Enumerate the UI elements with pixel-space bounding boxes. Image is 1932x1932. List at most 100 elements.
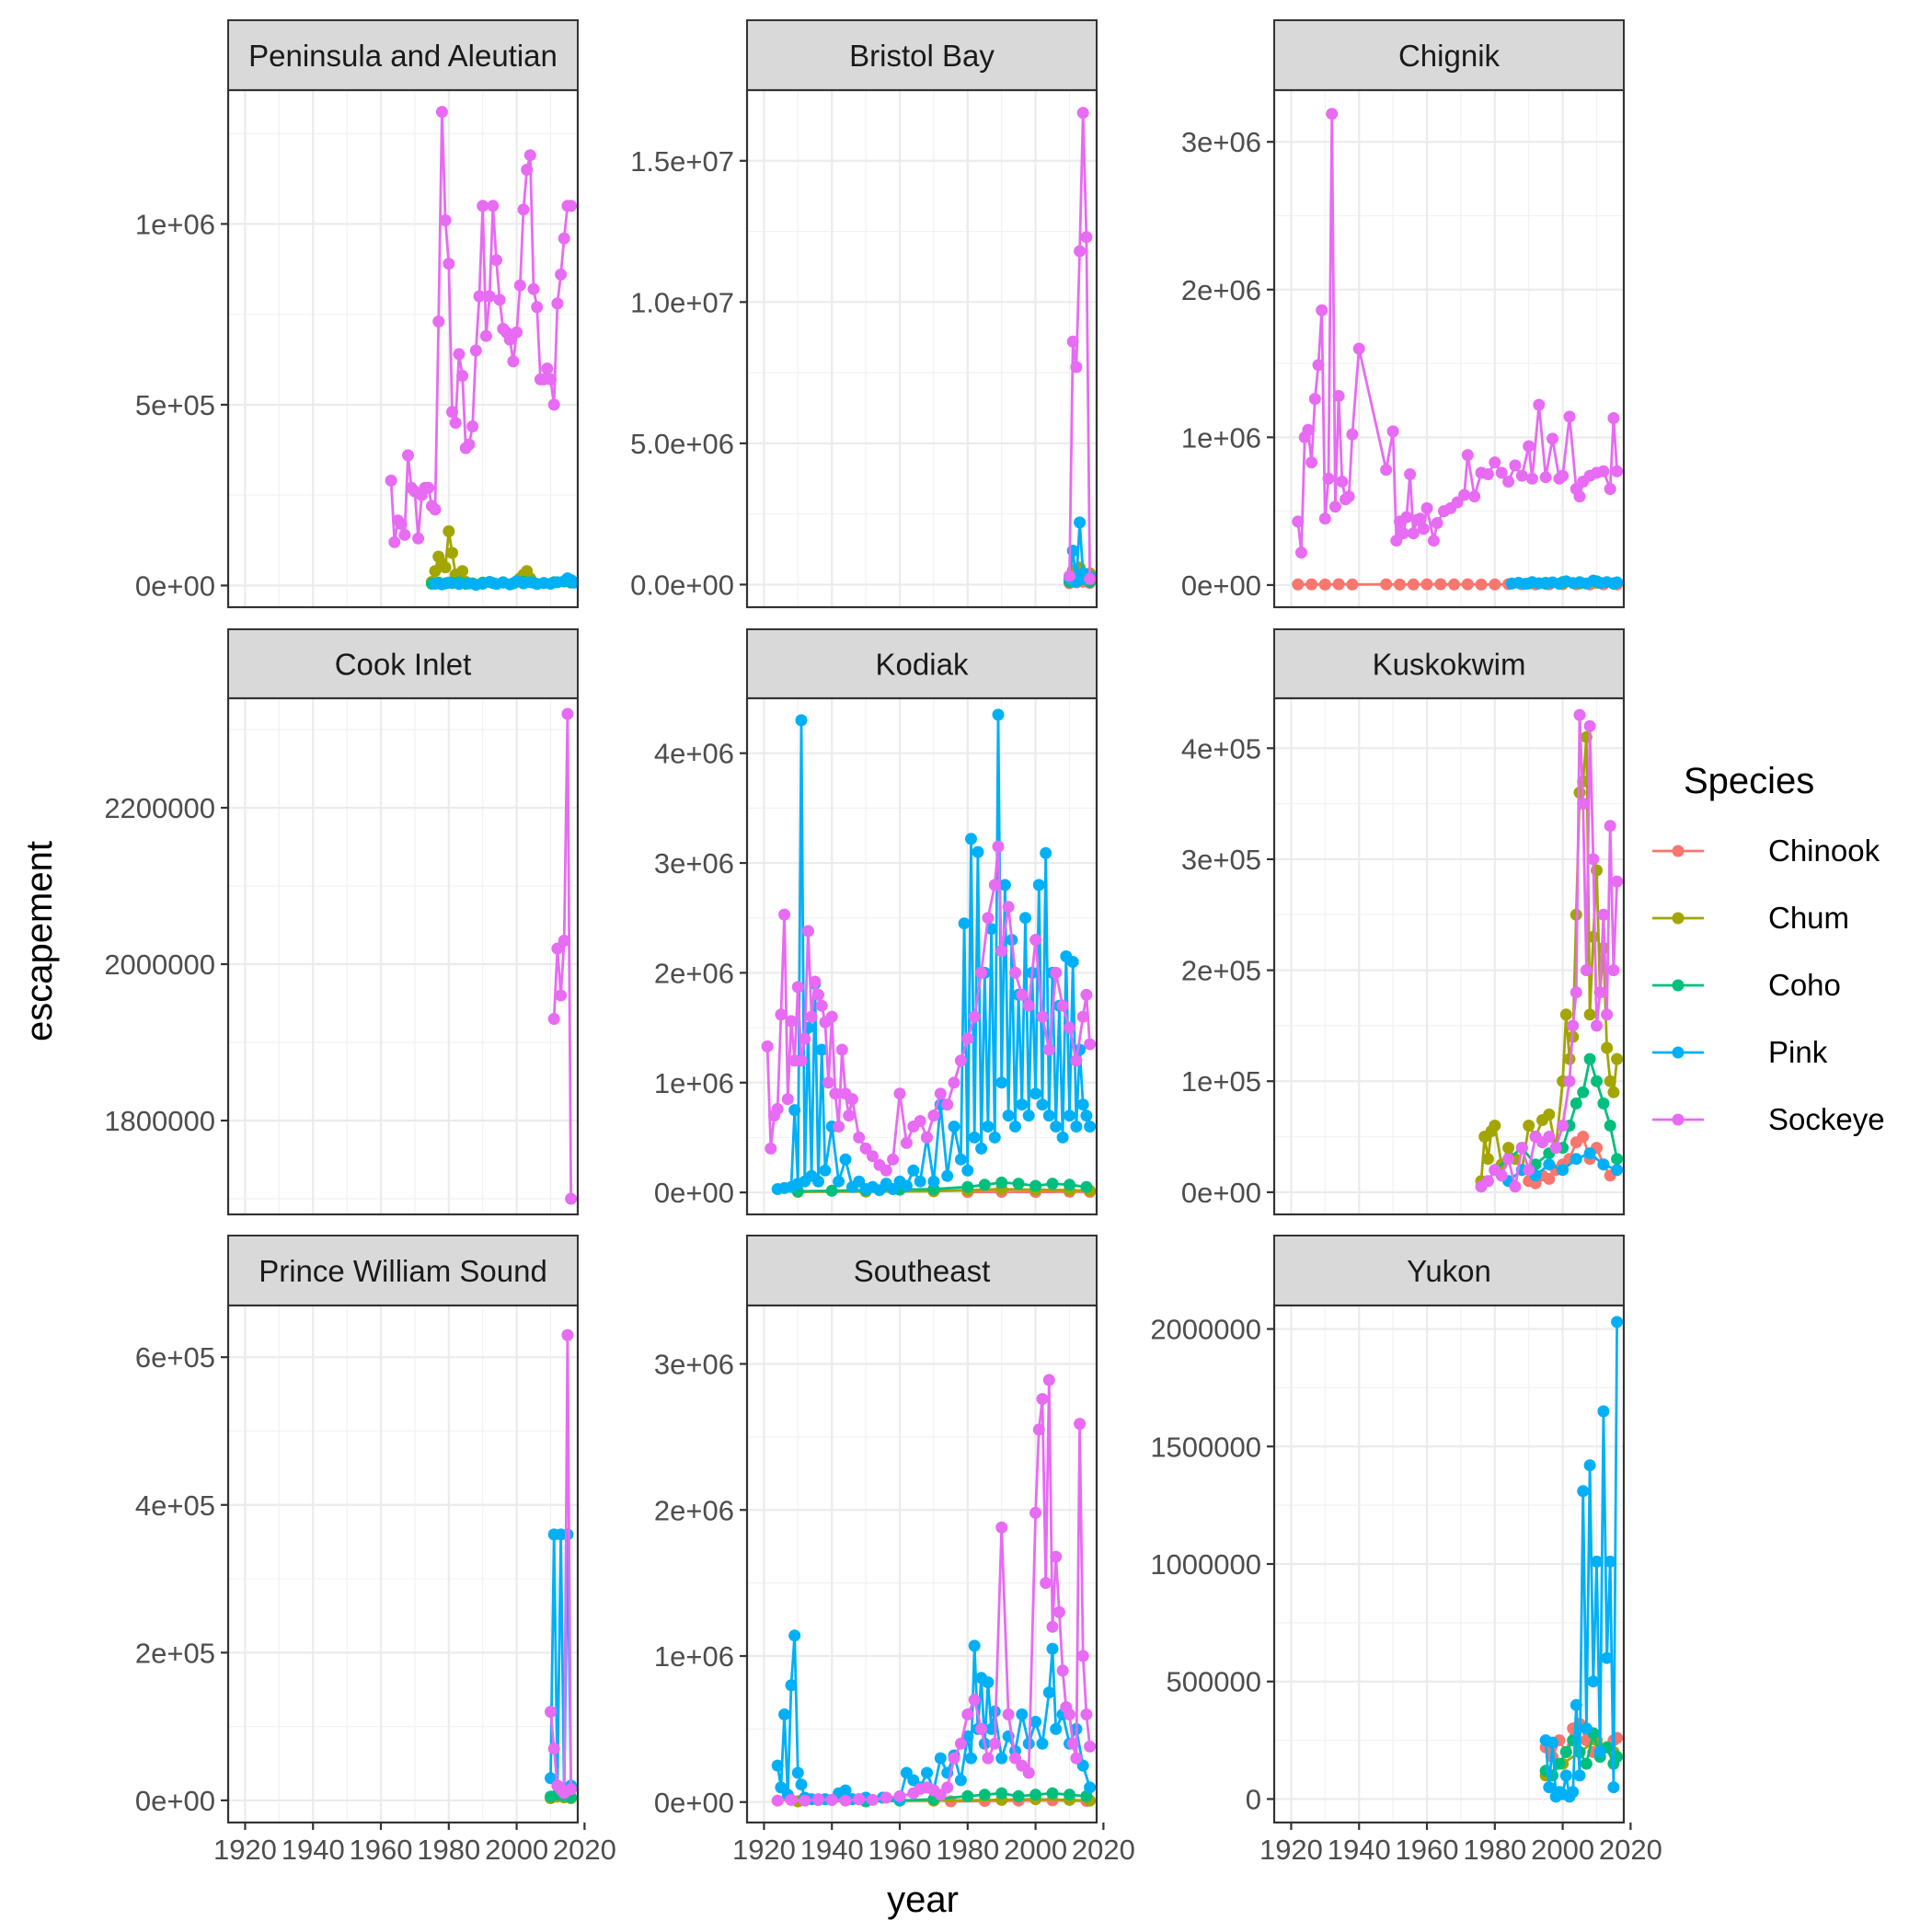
data-point-pink: [1042, 1110, 1055, 1122]
data-point-sockeye: [551, 297, 564, 310]
data-point-pink: [921, 1766, 933, 1779]
strip-cook-inlet: [227, 628, 579, 699]
data-point-sockeye: [1611, 465, 1624, 477]
data-point-sockeye: [853, 1131, 866, 1144]
strip-yukon: [1273, 1235, 1625, 1306]
data-point-sockeye: [435, 106, 448, 119]
strip-label-kodiak: Kodiak: [876, 648, 969, 682]
y-tick-label: 0e+00: [654, 1177, 734, 1209]
data-point-sockeye: [1577, 798, 1590, 811]
y-tick-label: 1500000: [1150, 1431, 1261, 1463]
data-point-sockeye: [843, 1110, 856, 1122]
data-point-sockeye: [1342, 490, 1355, 503]
data-point-sockeye: [1468, 490, 1481, 503]
data-point-sockeye: [1050, 966, 1063, 979]
data-point-sockeye: [1070, 1054, 1083, 1067]
data-point-pink: [954, 1153, 967, 1166]
data-point-sockeye: [1397, 527, 1409, 540]
data-point-sockeye: [867, 1793, 879, 1806]
data-point-sockeye: [1549, 1142, 1562, 1155]
data-point-sockeye: [1502, 476, 1515, 488]
data-point-sockeye: [781, 1093, 794, 1106]
data-point-pink: [1570, 1153, 1582, 1166]
data-point-sockeye: [765, 1142, 777, 1155]
data-point-sockeye: [785, 1793, 798, 1806]
data-point-chinook: [1332, 578, 1345, 591]
data-point-sockeye: [439, 214, 452, 226]
data-point-pink: [1557, 1164, 1570, 1177]
data-point-sockeye: [547, 398, 560, 411]
data-point-sockeye: [469, 344, 482, 357]
data-point-sockeye: [1591, 1019, 1603, 1032]
data-point-sockeye: [809, 975, 822, 988]
data-point-sockeye: [1458, 489, 1471, 501]
x-tick-label: 2000: [1531, 1834, 1594, 1866]
data-point-sockeye: [1404, 468, 1417, 480]
data-point-sockeye: [835, 1043, 848, 1056]
panel-kuskokwim: Kuskokwim 0e+00 1e+05 2e+05 3e+05 4e+05: [1181, 628, 1626, 1216]
data-point-chinook: [1420, 578, 1433, 591]
data-point-sockeye: [507, 355, 520, 368]
data-point-sockeye: [1076, 107, 1089, 120]
data-point-chum: [1587, 930, 1600, 943]
y-tick-label: 1e+06: [135, 208, 215, 240]
data-point-sockeye: [1056, 1664, 1069, 1677]
data-point-sockeye: [483, 290, 496, 303]
data-point-chum: [1604, 1075, 1616, 1087]
data-point-pink: [1611, 1164, 1624, 1177]
data-point-chum: [446, 546, 458, 559]
data-point-sockeye: [1427, 535, 1440, 547]
data-point-sockeye: [1074, 245, 1087, 258]
legend-label-sockeye: Sockeye: [1768, 1102, 1885, 1136]
data-point-pink: [934, 1752, 947, 1765]
data-point-sockeye: [398, 528, 411, 541]
data-point-pink: [1583, 1459, 1596, 1472]
data-point-sockeye: [1302, 423, 1315, 436]
y-tick-label: 6e+05: [135, 1341, 215, 1374]
data-point-sockeye: [1523, 1164, 1535, 1177]
data-point-sockeye: [1322, 472, 1335, 485]
panel-border: [745, 696, 1098, 1216]
data-point-sockeye: [1386, 425, 1399, 438]
x-axis-title: year: [887, 1880, 959, 1920]
data-point-sockeye: [1312, 359, 1325, 372]
data-point-sockeye: [1029, 934, 1042, 947]
y-tick-label: 1800000: [104, 1105, 215, 1137]
panel-yukon: Yukon 0 500000 1000000 1500000 2000000 1920 194…: [1150, 1235, 1662, 1866]
data-point-sockeye: [785, 1015, 798, 1028]
data-point-sockeye: [558, 232, 570, 245]
data-point-pink: [900, 1179, 913, 1192]
data-point-coho: [1559, 1745, 1572, 1758]
data-point-chum: [1481, 1153, 1494, 1166]
data-point-sockeye: [385, 474, 397, 487]
x-tick-label: 1920: [213, 1834, 277, 1866]
y-tick-label: 0.0e+00: [630, 569, 734, 601]
data-point-chinook: [1448, 578, 1460, 591]
data-point-chum: [1563, 1052, 1576, 1065]
data-point-pink: [1611, 576, 1624, 589]
data-point-pink: [995, 1752, 1008, 1765]
data-point-pink: [1019, 912, 1031, 925]
legend-key-point-sockeye: [1672, 1113, 1685, 1126]
data-point-chinook: [1407, 578, 1420, 591]
data-point-pink: [988, 1131, 1001, 1144]
data-point-sockeye: [927, 1110, 940, 1122]
data-point-sockeye: [1417, 523, 1430, 535]
data-point-pink: [1036, 1098, 1049, 1111]
y-tick-label: 1.0e+07: [630, 286, 734, 318]
data-point-pink: [954, 1774, 967, 1787]
panel-border: [745, 88, 1098, 609]
y-tick-label: 2e+06: [654, 957, 734, 989]
panel-border: [745, 1304, 1098, 1824]
data-point-sockeye: [432, 316, 445, 328]
data-point-sockeye: [825, 1793, 838, 1806]
data-point-pink: [1009, 1121, 1021, 1133]
data-point-chinook: [1434, 578, 1447, 591]
data-point-chum: [1611, 1052, 1624, 1065]
data-point-sockeye: [1414, 512, 1427, 525]
data-point-coho: [1029, 1179, 1042, 1192]
data-point-sockeye: [1481, 468, 1494, 480]
y-tick-label: 4e+06: [654, 738, 734, 770]
data-point-pink: [795, 714, 808, 727]
x-tick-label: 1940: [282, 1834, 345, 1866]
